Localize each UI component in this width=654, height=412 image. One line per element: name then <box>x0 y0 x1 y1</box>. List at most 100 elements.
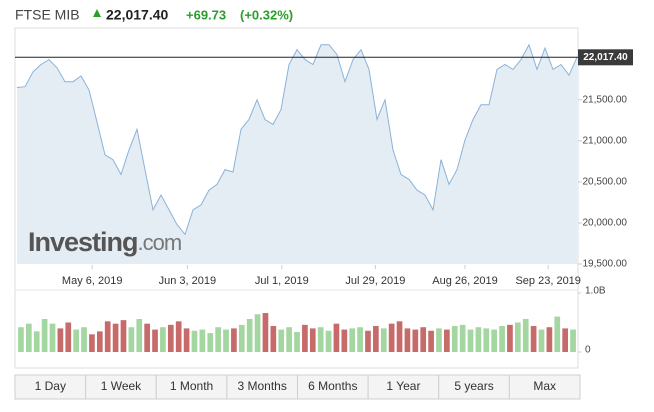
volume-bar <box>199 329 206 352</box>
range-button-label[interactable]: 1 Week <box>101 379 142 393</box>
volume-bar <box>183 328 190 352</box>
volume-bar <box>112 323 119 352</box>
volume-bar <box>554 316 561 352</box>
volume-bar <box>428 330 434 352</box>
volume-bar <box>246 318 253 352</box>
range-button[interactable] <box>85 374 157 400</box>
volume-bar <box>152 329 158 352</box>
volume-bar <box>515 322 521 352</box>
volume-bar <box>41 318 48 352</box>
range-button-label[interactable]: 1 Year <box>386 379 420 393</box>
volume-bar <box>483 328 490 352</box>
volume-tick-label: 0 <box>585 345 591 356</box>
volume-bar <box>444 329 450 352</box>
volume-bar <box>396 321 403 352</box>
volume-bar <box>499 326 505 352</box>
volume-bar <box>120 320 127 352</box>
volume-bar <box>302 324 308 352</box>
range-button[interactable] <box>14 374 87 400</box>
range-button-label[interactable]: 1 Day <box>35 379 66 393</box>
volume-bar <box>128 327 135 352</box>
volume-bar <box>388 323 395 352</box>
volume-bar <box>309 328 316 352</box>
volume-bar <box>223 329 229 352</box>
volume-bar <box>491 329 498 352</box>
change: +69.73 <box>186 7 226 22</box>
volume-bar <box>507 324 513 352</box>
watermark: Investing.com <box>28 227 181 257</box>
volume-bar <box>18 327 24 352</box>
volume-bar <box>96 331 103 352</box>
volume-bar <box>365 330 371 352</box>
volume-bar <box>341 329 348 352</box>
area <box>17 44 577 264</box>
volume-bar <box>207 333 214 352</box>
range-button-label[interactable]: 6 Months <box>308 379 357 393</box>
volume-bar <box>231 328 237 352</box>
last-price-label: 22,017.40 <box>583 52 628 63</box>
y-tick-label: 21,500.00 <box>583 94 628 105</box>
x-tick-label: May 6, 2019 <box>62 275 123 287</box>
volume-bar <box>467 329 474 352</box>
volume-bar <box>570 329 576 352</box>
volume-bar <box>546 327 553 352</box>
price-line <box>16 43 578 236</box>
range-button-label[interactable]: Max <box>533 379 556 393</box>
x-tick-label: Sep 23, 2019 <box>515 275 580 287</box>
volume-bar <box>33 331 40 352</box>
volume-bar <box>144 323 150 352</box>
volume-bar <box>73 329 79 352</box>
x-tick-label: Jun 3, 2019 <box>159 275 217 287</box>
volume-bar <box>404 328 411 352</box>
volume-bar <box>475 327 482 352</box>
volume-bar <box>412 329 419 352</box>
volume-bar <box>167 324 174 352</box>
range-button-label[interactable]: 1 Month <box>170 379 213 393</box>
volume-bar <box>270 326 277 352</box>
volume-bar <box>25 323 32 352</box>
range-button[interactable] <box>508 374 581 400</box>
y-tick-label: 20,500.00 <box>583 177 628 188</box>
volume-bar <box>451 326 458 352</box>
last-price-box <box>578 49 633 66</box>
watermark-suffix: .com <box>138 230 182 255</box>
volume-bar <box>175 321 182 352</box>
x-tick-label: Aug 26, 2019 <box>432 275 497 287</box>
volume-bar <box>420 327 427 352</box>
watermark-brand: Investing <box>28 227 138 257</box>
volume-bar <box>349 328 356 352</box>
chart-frame <box>14 27 579 369</box>
range-button-label[interactable]: 5 years <box>454 379 493 393</box>
price: 22,017.40 <box>106 7 168 23</box>
y-tick-label: 19,500.00 <box>583 259 628 270</box>
volume-bar <box>104 321 111 352</box>
range-button[interactable] <box>367 374 440 400</box>
volume-bar <box>215 327 221 352</box>
x-tick-label: Jul 1, 2019 <box>255 275 309 287</box>
volume-bar <box>81 327 87 352</box>
range-button-label[interactable]: 3 Months <box>238 379 287 393</box>
volume-bar <box>325 330 332 352</box>
range-button[interactable] <box>155 374 228 400</box>
volume-bar <box>254 314 261 352</box>
volume-bar <box>136 318 143 352</box>
y-tick-label: 21,000.00 <box>583 135 628 146</box>
volume-bar <box>262 313 269 352</box>
volume-bar <box>373 326 379 352</box>
volume-bar <box>538 329 545 352</box>
volume-bar <box>191 330 198 352</box>
volume-tick-label: 1.0B <box>585 286 606 297</box>
up-arrow <box>93 9 101 17</box>
volume-bar <box>160 327 166 352</box>
volume-bar <box>459 324 466 352</box>
volume-bar <box>65 322 72 352</box>
volume-bar <box>530 326 537 352</box>
volume-bar <box>286 327 292 352</box>
volume-bar <box>317 327 324 352</box>
volume-bar <box>522 318 529 352</box>
volume-bar <box>49 323 56 352</box>
volume-bar <box>294 331 300 352</box>
volume-bar <box>357 327 363 352</box>
volume-bar <box>57 328 64 352</box>
